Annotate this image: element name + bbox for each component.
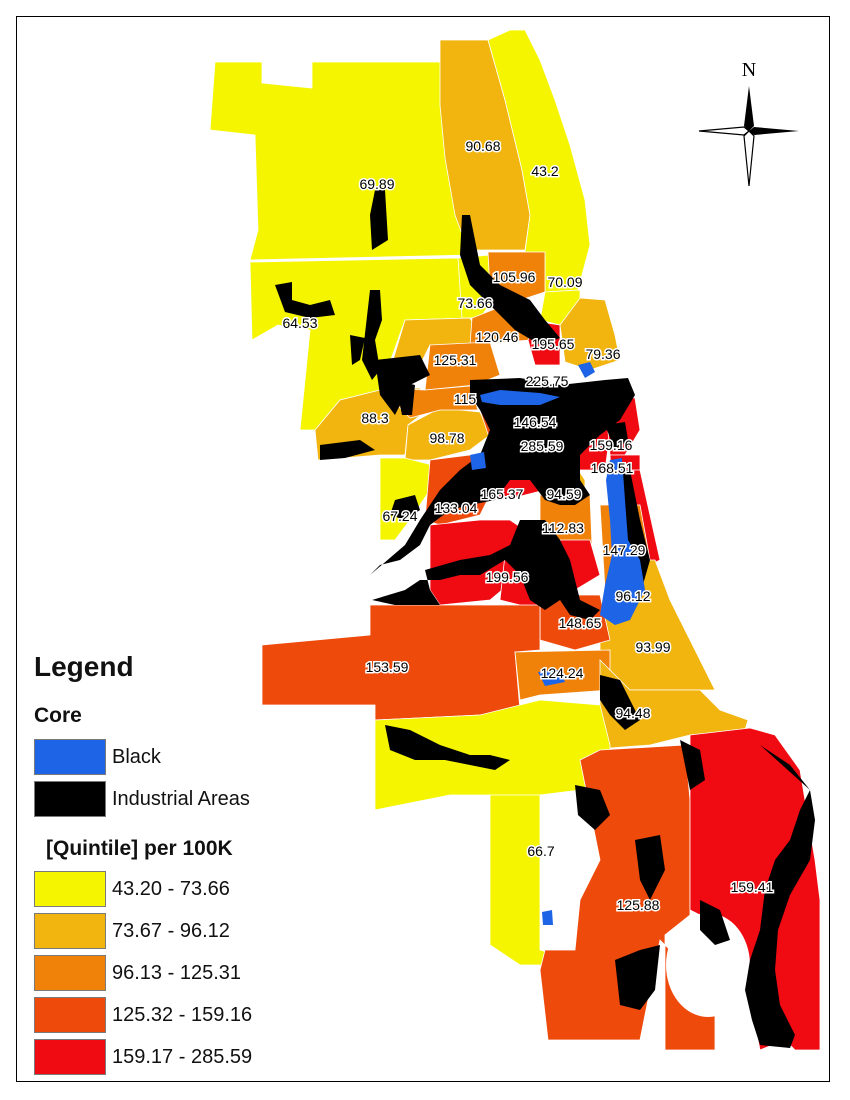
legend-label-black: Black bbox=[112, 746, 161, 768]
legend-label-q1: 43.20 - 73.66 bbox=[112, 878, 230, 900]
core-area-5 bbox=[538, 670, 565, 686]
legend-label-q5: 159.17 - 285.59 bbox=[112, 1046, 253, 1068]
region-value-label: 199.56 bbox=[486, 569, 529, 585]
region-value-labels: 90.68 43.2 69.89 105.96 70.09 73.66 64.53 120.4… bbox=[281, 137, 775, 915]
core-area-6 bbox=[542, 910, 553, 925]
region-value-label: 112.83 bbox=[542, 520, 584, 536]
industrial-area-7 bbox=[395, 380, 415, 415]
region-value-label: 98.78 bbox=[429, 430, 464, 446]
legend-label-q2: 73.67 - 96.12 bbox=[112, 920, 230, 942]
region-value-label: 148.65 bbox=[559, 615, 602, 631]
region-124-24 bbox=[514, 649, 611, 701]
legend-core-heading: Core bbox=[34, 704, 82, 727]
black-core-layer bbox=[470, 362, 645, 925]
region-value-label: 159.16 bbox=[590, 437, 633, 453]
south-arrow-needle bbox=[743, 130, 755, 187]
region-43-2 bbox=[487, 29, 591, 293]
legend-swatch-q3 bbox=[34, 955, 106, 991]
region-value-label: 94.48 bbox=[615, 705, 650, 721]
industrial-area-14 bbox=[600, 675, 640, 730]
legend-label-q3: 96.13 - 125.31 bbox=[112, 962, 241, 984]
region-value-label: 96.12 bbox=[615, 588, 650, 604]
region-value-label: 90.68 bbox=[465, 138, 500, 154]
region-value-label: 165.37 bbox=[481, 486, 524, 502]
east-arrow-needle bbox=[749, 127, 799, 135]
core-area-3 bbox=[470, 452, 486, 470]
north-label: N bbox=[742, 59, 756, 81]
industrial-area-4 bbox=[362, 290, 382, 380]
region-value-label: 105.96 bbox=[493, 269, 536, 285]
legend-swatch-black bbox=[34, 739, 106, 775]
region-value-label: 73.66 bbox=[457, 295, 492, 311]
industrial-area-8 bbox=[370, 378, 635, 620]
legend-swatch-industrial bbox=[34, 781, 106, 817]
region-value-label: 67.24 bbox=[382, 508, 417, 524]
region-value-label: 124.24 bbox=[541, 665, 584, 681]
legend-swatch-q5 bbox=[34, 1039, 106, 1075]
region-value-label: 195.65 bbox=[532, 336, 575, 352]
region-69-89 bbox=[209, 61, 471, 261]
industrial-area-10 bbox=[390, 495, 420, 520]
region-value-label: 133.04 bbox=[435, 500, 478, 516]
legend-label-q4: 125.32 - 159.16 bbox=[112, 1004, 253, 1026]
region-value-label: 94.59 bbox=[546, 486, 581, 502]
industrial-area-16 bbox=[635, 835, 665, 900]
industrial-area-15 bbox=[575, 785, 610, 830]
region-value-label: 88.3 bbox=[361, 410, 388, 426]
legend-swatch-q2 bbox=[34, 913, 106, 949]
industrial-area-19 bbox=[700, 900, 730, 945]
industrial-area-11 bbox=[605, 422, 628, 450]
core-area-4 bbox=[600, 458, 645, 625]
region-value-label: 69.89 bbox=[359, 176, 394, 192]
region-value-label: 125.88 bbox=[617, 897, 660, 913]
region-value-label: 146.54 bbox=[514, 414, 557, 430]
region-value-label: 120.46 bbox=[476, 329, 519, 345]
region-value-label: 70.09 bbox=[547, 274, 582, 290]
north-arrow-icon: N bbox=[698, 59, 799, 187]
region-value-label: 64.53 bbox=[282, 315, 317, 331]
core-area-1 bbox=[480, 390, 560, 405]
legend-swatch-q4 bbox=[34, 997, 106, 1033]
industrial-area-18 bbox=[745, 745, 815, 1048]
industrial-area-20 bbox=[615, 945, 660, 1010]
legend-quintile-heading: [Quintile] per 100K bbox=[46, 837, 233, 860]
region-value-label: 153.59 bbox=[366, 659, 409, 675]
region-value-label: 168.51 bbox=[591, 460, 634, 476]
region-value-label: 115 bbox=[454, 391, 477, 407]
region-value-label: 285.59 bbox=[521, 438, 564, 454]
legend-label-industrial: Industrial Areas bbox=[112, 788, 250, 810]
region-value-label: 159.41 bbox=[731, 879, 774, 895]
region-value-label: 79.36 bbox=[585, 346, 620, 362]
region-value-label: 43.2 bbox=[531, 163, 558, 179]
legend-swatch-q1 bbox=[34, 871, 106, 907]
industrial-area-5 bbox=[350, 335, 365, 365]
industrial-area-17 bbox=[680, 740, 705, 790]
region-value-label: 147.29 bbox=[603, 542, 646, 558]
region-value-label: 93.99 bbox=[635, 639, 670, 655]
west-arrow-needle bbox=[698, 126, 750, 136]
industrial-areas-layer bbox=[275, 190, 815, 1048]
north-arrow-needle bbox=[744, 86, 754, 131]
region-value-label: 125.31 bbox=[434, 352, 477, 368]
region-79-36 bbox=[559, 297, 621, 371]
core-area-2 bbox=[578, 362, 595, 378]
region-value-label: 225.75 bbox=[526, 373, 569, 389]
region-value-label: 66.7 bbox=[527, 843, 554, 859]
industrial-area-2 bbox=[460, 215, 560, 345]
industrial-area-13 bbox=[385, 725, 510, 770]
legend-title: Legend bbox=[34, 651, 134, 682]
industrial-area-3 bbox=[275, 282, 335, 318]
region-66-7 bbox=[489, 794, 576, 966]
industrial-area-9 bbox=[320, 440, 375, 460]
industrial-area-1 bbox=[370, 190, 388, 250]
